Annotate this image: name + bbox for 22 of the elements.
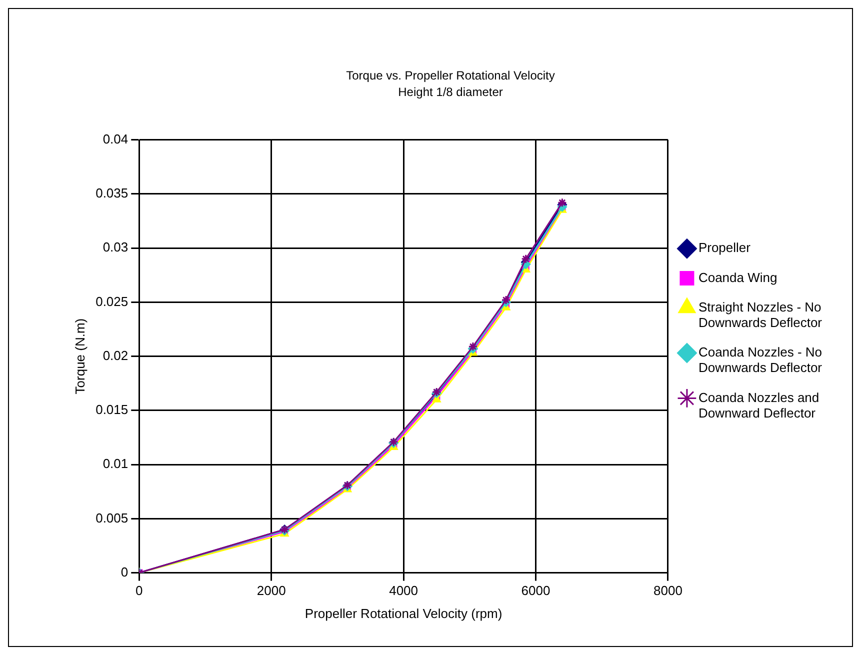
x-tick-label: 2000 bbox=[256, 583, 286, 598]
y-tick-label: 0.03 bbox=[102, 240, 128, 255]
y-tick-label: 0.02 bbox=[102, 348, 128, 363]
chart-title: Torque vs. Propeller Rotational Velocity bbox=[346, 68, 555, 83]
legend-label: Coanda Nozzles - No Downwards Deflector bbox=[698, 344, 823, 376]
legend-label: Coanda Wing bbox=[698, 270, 778, 285]
y-tick-label: 0.015 bbox=[96, 402, 128, 418]
y-tick-label: 0.04 bbox=[102, 131, 128, 146]
y-tick-label: 0 bbox=[120, 564, 128, 580]
y-axis-title: Torque (N.m) bbox=[72, 318, 88, 394]
y-tick-label: 0.025 bbox=[96, 294, 128, 309]
legend-label: Coanda Nozzles and Downward Deflector bbox=[698, 390, 820, 420]
y-tick-label: 0.035 bbox=[96, 186, 128, 201]
x-tick-label: 0 bbox=[136, 583, 143, 598]
y-tick-label: 0.005 bbox=[96, 510, 128, 526]
x-tick-label: 6000 bbox=[521, 583, 550, 598]
x-axis-title: Propeller Rotational Velocity (rpm) bbox=[304, 606, 502, 621]
x-tick-label: 8000 bbox=[653, 583, 682, 598]
legend-label: Straight Nozzles - No Downwards Deflector bbox=[698, 299, 823, 330]
x-tick-label: 4000 bbox=[389, 583, 418, 598]
y-tick-label: 0.01 bbox=[102, 456, 128, 472]
legend-label: Propeller bbox=[698, 240, 752, 256]
